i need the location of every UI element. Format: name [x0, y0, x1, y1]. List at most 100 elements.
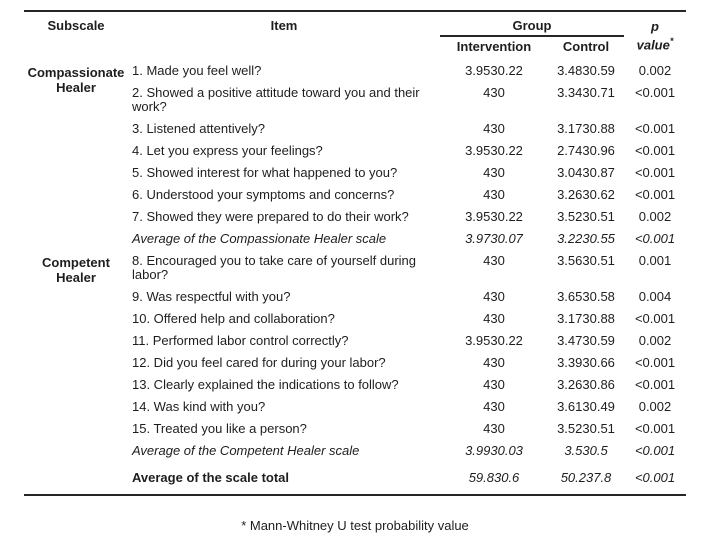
intervention-value: 430: [483, 421, 505, 436]
p-value-line2: value: [636, 37, 670, 53]
table-header: Subscale Item Group p value* Interventio…: [24, 11, 686, 60]
intervention-value: 430: [483, 377, 505, 392]
control-value: 3.4830.59: [557, 63, 615, 78]
p-value: 0.002: [638, 333, 672, 348]
header-row-sub: Intervention Control: [24, 36, 686, 60]
p-value: <0.001: [634, 231, 676, 246]
p-value: <0.001: [634, 143, 676, 158]
p-value: <0.001: [634, 421, 676, 436]
subscale-empty-cell: [24, 462, 128, 496]
intervention-value: 430: [483, 399, 505, 414]
intervention-value: 3.9730.07: [465, 231, 523, 246]
table-row-item-2: 2. Showed a positive attitude toward you…: [24, 82, 686, 118]
subscale-compassionate-healer: Compassionate Healer: [27, 65, 125, 95]
p-value: 0.002: [638, 63, 672, 78]
item-text: 15. Treated you like a person?: [132, 421, 307, 436]
control-value: 3.0430.87: [557, 165, 615, 180]
total-label: Average of the scale total: [128, 462, 440, 496]
item-text: 4. Let you express your feelings?: [132, 143, 323, 158]
intervention-value: 430: [483, 311, 505, 326]
header-item: Item: [270, 18, 298, 33]
results-table: Subscale Item Group p value* Interventio…: [24, 10, 686, 496]
intervention-value: 430: [483, 253, 505, 268]
table-body: Compassionate Healer 1. Made you feel we…: [24, 60, 686, 496]
control-value: 3.2630.62: [557, 187, 615, 202]
control-value: 50.237.8: [548, 462, 624, 496]
p-value-asterisk: *: [669, 36, 674, 46]
intervention-value: 3.9930.03: [465, 443, 523, 458]
control-value: 3.4730.59: [557, 333, 615, 348]
table-footnote: * Mann-Whitney U test probability value: [241, 518, 469, 533]
control-value: 3.530.5: [564, 443, 608, 458]
item-text: 10. Offered help and collaboration?: [132, 311, 335, 326]
p-value: 0.004: [638, 289, 672, 304]
header-control: Control: [562, 39, 610, 54]
p-value: <0.001: [624, 462, 686, 496]
intervention-value: 430: [483, 187, 505, 202]
control-value: 3.3430.71: [557, 85, 615, 100]
intervention-value: 3.9530.22: [465, 63, 523, 78]
table-row-item-12: 12. Did you feel cared for during your l…: [24, 352, 686, 374]
table-row-item-3: 3. Listened attentively? 430 3.1730.88 <…: [24, 118, 686, 140]
control-value: 3.5630.51: [557, 253, 615, 268]
p-value: 0.002: [638, 209, 672, 224]
results-table-container: Subscale Item Group p value* Interventio…: [24, 10, 686, 533]
intervention-value: 430: [483, 289, 505, 304]
header-subscale: Subscale: [47, 18, 105, 33]
p-value: <0.001: [634, 355, 676, 370]
table-row-item-10: 10. Offered help and collaboration? 430 …: [24, 308, 686, 330]
item-text: Average of the Competent Healer scale: [132, 443, 360, 458]
table-row-average-competent: Average of the Competent Healer scale 3.…: [24, 440, 686, 462]
item-text: 1. Made you feel well?: [132, 63, 262, 78]
table-row-total: Average of the scale total 59.830.6 50.2…: [24, 462, 686, 496]
p-value: <0.001: [634, 85, 676, 100]
item-text: 14. Was kind with you?: [132, 399, 266, 414]
table-row-average-compassionate: Average of the Compassionate Healer scal…: [24, 228, 686, 250]
item-text: 13. Clearly explained the indications to…: [132, 377, 399, 392]
item-text: 3. Listened attentively?: [132, 121, 265, 136]
item-text: 9. Was respectful with you?: [132, 289, 291, 304]
p-value: <0.001: [634, 187, 676, 202]
item-text: 7. Showed they were prepared to do their…: [132, 209, 409, 224]
control-value: 3.6530.58: [557, 289, 615, 304]
intervention-value: 3.9530.22: [465, 333, 523, 348]
item-text: 12. Did you feel cared for during your l…: [132, 355, 386, 370]
header-p-value: p value*: [624, 11, 686, 60]
header-row-top: Subscale Item Group p value*: [24, 11, 686, 52]
table-row-item-14: 14. Was kind with you? 430 3.6130.49 0.0…: [24, 396, 686, 418]
table-row-item-15: 15. Treated you like a person? 430 3.523…: [24, 418, 686, 440]
p-value: <0.001: [634, 121, 676, 136]
intervention-value: 430: [483, 355, 505, 370]
subscale-competent-healer: Competent Healer: [42, 255, 110, 285]
item-text: 6. Understood your symptoms and concerns…: [132, 187, 395, 202]
control-value: 3.5230.51: [557, 421, 615, 436]
control-value: 3.2630.86: [557, 377, 615, 392]
item-text: 8. Encouraged you to take care of yourse…: [132, 253, 417, 282]
item-text: 5. Showed interest for what happened to …: [132, 165, 398, 180]
intervention-value: 430: [483, 165, 505, 180]
table-row-item-11: 11. Performed labor control correctly? 3…: [24, 330, 686, 352]
item-text: Average of the Compassionate Healer scal…: [132, 231, 387, 246]
control-value: 3.6130.49: [557, 399, 615, 414]
intervention-value: 430: [483, 85, 505, 100]
item-text: 11. Performed labor control correctly?: [132, 333, 349, 348]
p-value: 0.002: [638, 399, 672, 414]
control-value: 2.7430.96: [557, 143, 615, 158]
intervention-value: 3.9530.22: [465, 143, 523, 158]
header-intervention: Intervention: [456, 39, 532, 54]
intervention-value: 59.830.6: [440, 462, 548, 496]
p-value: <0.001: [634, 377, 676, 392]
table-row-item-5: 5. Showed interest for what happened to …: [24, 162, 686, 184]
table-row-item-4: 4. Let you express your feelings? 3.9530…: [24, 140, 686, 162]
p-value: 0.001: [638, 253, 672, 268]
control-value: 3.3930.66: [557, 355, 615, 370]
p-value-line1: p: [651, 19, 659, 34]
table-row-item-1: Compassionate Healer 1. Made you feel we…: [24, 60, 686, 96]
p-value: <0.001: [634, 443, 676, 458]
table-row-item-8: Competent Healer 8. Encouraged you to ta…: [24, 250, 686, 286]
control-value: 3.1730.88: [557, 311, 615, 326]
table-row-item-9: 9. Was respectful with you? 430 3.6530.5…: [24, 286, 686, 308]
control-value: 3.1730.88: [557, 121, 615, 136]
control-value: 3.5230.51: [557, 209, 615, 224]
